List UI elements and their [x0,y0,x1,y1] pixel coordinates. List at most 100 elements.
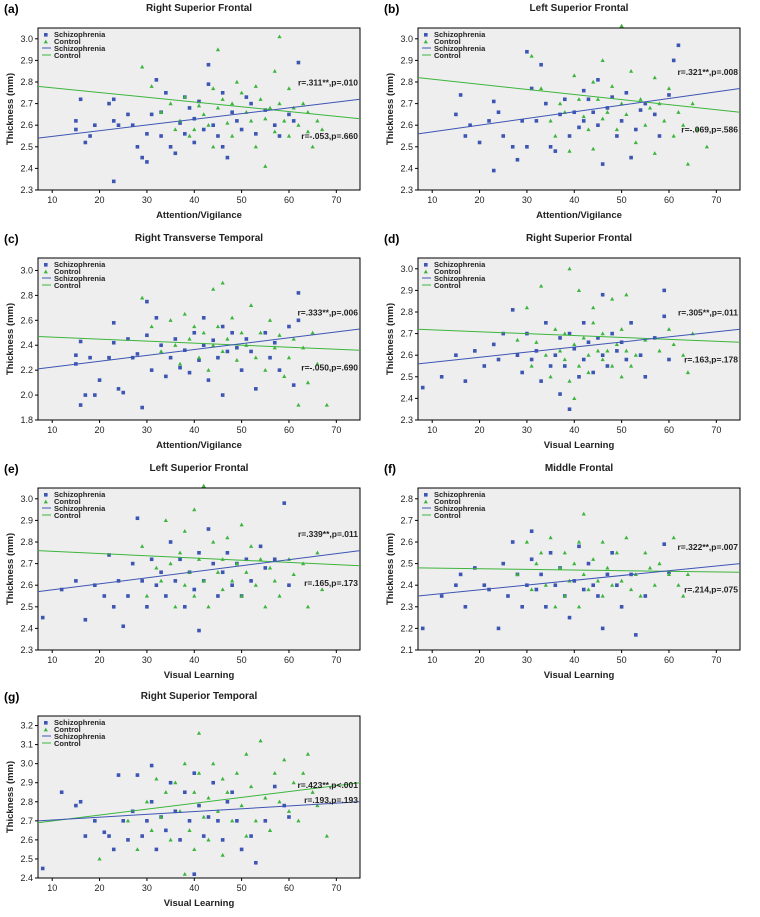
control-fit-line [37,85,361,120]
control-point [553,604,558,609]
schizophrenia-point [140,155,144,160]
x-tick-label: 10 [47,883,57,893]
y-tick-label: 2.6 [20,835,33,845]
control-point [624,348,629,353]
schizophrenia-point [230,583,234,587]
control-point [320,587,325,592]
schizophrenia-point [296,60,301,65]
x-tick-label: 70 [331,883,341,893]
schizophrenia-point [220,393,225,397]
y-axis-label: Thickness (mm) [5,533,16,605]
x-tick-label: 40 [189,883,199,893]
schizophrenia-point [272,784,277,789]
control-point [529,587,534,592]
y-tick-label: 2.3 [20,645,33,655]
control-point [600,331,605,336]
control-point [182,529,187,533]
schizophrenia-point [83,393,88,397]
schizophrenia-point [159,343,163,348]
schizophrenia-point [249,834,253,838]
control-point [206,795,211,800]
control-point [662,118,667,123]
control-point [206,367,211,372]
control-point [248,784,254,789]
control-point [576,363,582,368]
schizophrenia-point [220,838,225,842]
schizophrenia-point [487,119,491,123]
y-tick-label: 2.1 [400,645,413,655]
schizophrenia-point [107,553,111,557]
control-point [286,133,292,138]
control-point [567,378,572,383]
control-point [600,539,605,544]
control-point [600,357,605,362]
schizophrenia-point [187,106,192,110]
control-point [301,770,306,775]
control-point [267,828,273,832]
x-tick-label: 70 [711,425,721,435]
x-tick-label: 50 [237,195,247,205]
control-point [277,333,282,337]
control-point [643,550,648,555]
schizophrenia-point [572,346,577,351]
control-point [291,780,296,785]
x-tick-label: 70 [711,195,721,205]
schizophrenia-point [88,355,92,360]
control-point [524,539,530,544]
y-tick-label: 2.5 [20,142,33,152]
schizophrenia-point [487,587,491,592]
schizophrenia-point [173,151,178,156]
schizophrenia-point [624,91,629,95]
control-point [187,133,192,138]
series-schizophrenia [420,288,671,411]
schizophrenia-point [548,364,553,368]
control-point [192,324,197,329]
control-point [272,345,277,350]
control-fit-line [37,336,361,351]
schizophrenia-point [201,343,206,348]
control-point [315,803,320,808]
control-point [543,353,548,357]
schizophrenia-point [249,579,253,583]
schizophrenia-point [192,140,197,145]
control-point [258,330,263,335]
plot-area [417,27,741,191]
schizophrenia-point [667,93,671,97]
schizophrenia-point [130,123,135,127]
schizophrenia-point [239,368,244,372]
x-tick-label: 50 [617,195,627,205]
x-tick-label: 60 [284,195,294,205]
schizophrenia-point [596,336,600,340]
control-point [681,593,686,598]
schizophrenia-point [581,119,586,123]
schizophrenia-point [581,321,586,325]
y-tick-label: 2.4 [20,873,33,883]
control-point [581,114,586,119]
schizophrenia-point [657,134,662,138]
control-point [282,118,287,123]
schizophrenia-point [220,324,225,329]
legend-control-fit-label: Control [434,51,461,60]
x-axis-label: Visual Learning [164,670,235,681]
schizophrenia-point [439,375,444,379]
legend-schizophrenia-label: Schizophrenia [54,260,106,269]
schizophrenia-point [420,385,425,390]
schizophrenia-point [558,112,562,117]
control-point [220,852,225,857]
control-point [225,336,230,341]
schizophrenia-point [586,561,591,566]
schizophrenia-point [581,357,586,362]
schizophrenia-point [116,387,121,391]
control-point [272,578,277,583]
control-point [657,348,662,353]
panel-a: (a) Right Superior Frontal 10 20 30 40 50 60 70 2… [0,0,370,225]
control-point [182,871,187,876]
schizophrenia-point [225,155,230,160]
control-point [258,738,263,743]
schizophrenia-point [145,333,149,338]
schizophrenia-point [562,364,567,368]
legend-schizophrenia-fit-label: Schizophrenia [434,44,486,53]
schizophrenia-point [78,97,83,102]
schizophrenia-point [510,145,515,149]
control-point [296,402,301,407]
